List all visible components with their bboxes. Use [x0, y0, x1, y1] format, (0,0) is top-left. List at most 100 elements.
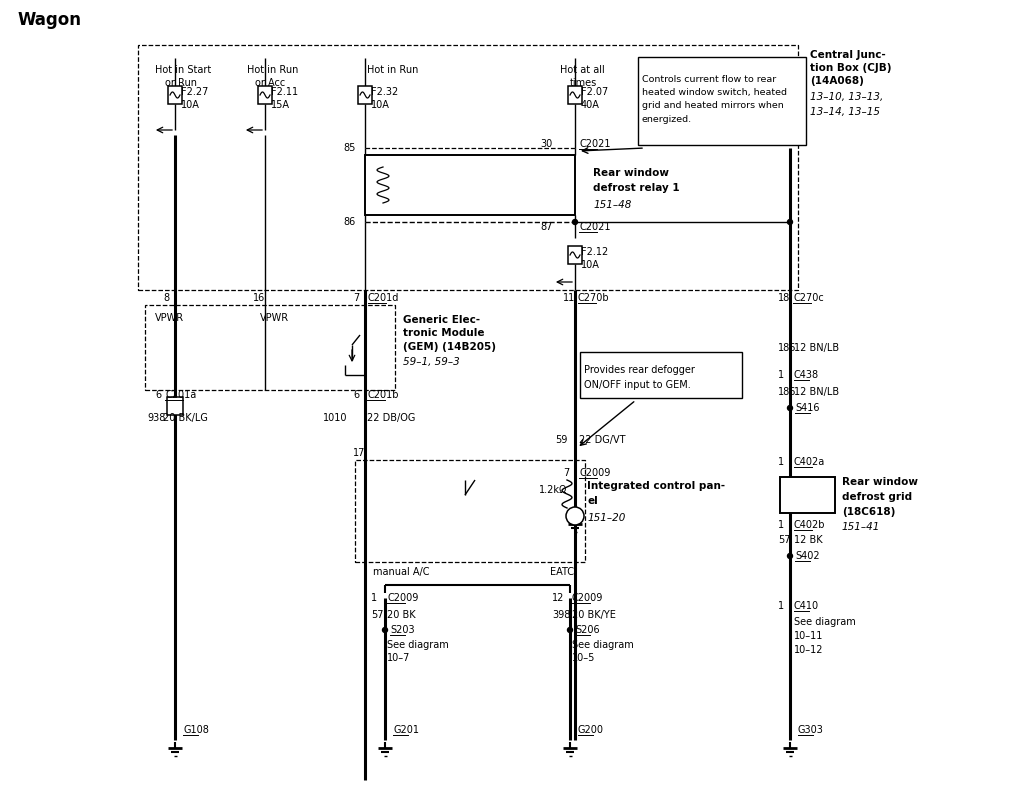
- Text: S416: S416: [795, 403, 819, 413]
- Bar: [258, 86, 272, 104]
- Text: C402b: C402b: [794, 520, 825, 530]
- Text: 10A: 10A: [181, 100, 200, 110]
- Circle shape: [572, 220, 578, 224]
- Text: 10–5: 10–5: [572, 653, 595, 663]
- Circle shape: [787, 220, 793, 224]
- Text: Rear window: Rear window: [593, 168, 669, 178]
- Text: 1010: 1010: [323, 413, 347, 423]
- Text: 7: 7: [563, 468, 569, 478]
- Text: VPWR: VPWR: [260, 313, 289, 323]
- Text: VPWR: VPWR: [155, 313, 184, 323]
- Text: 59: 59: [555, 435, 567, 445]
- Circle shape: [566, 507, 584, 525]
- Text: 7: 7: [353, 293, 359, 303]
- Text: Central Junc-: Central Junc-: [810, 50, 886, 60]
- Text: 17: 17: [353, 448, 366, 458]
- Text: C2009: C2009: [572, 593, 603, 603]
- Text: G201: G201: [393, 725, 419, 735]
- Text: grid and heated mirrors when: grid and heated mirrors when: [642, 101, 783, 111]
- Text: 10–12: 10–12: [794, 645, 823, 655]
- Text: tronic Module: tronic Module: [403, 328, 484, 338]
- Text: 398: 398: [552, 610, 570, 620]
- Text: (18C618): (18C618): [842, 507, 895, 517]
- Bar: [638, 57, 806, 145]
- Text: S203: S203: [390, 625, 415, 635]
- Text: 57: 57: [371, 610, 384, 620]
- Circle shape: [787, 554, 793, 559]
- Text: 20 BK: 20 BK: [387, 610, 416, 620]
- Text: Hot in Run: Hot in Run: [247, 65, 298, 75]
- Text: 1.2kΩ: 1.2kΩ: [539, 485, 567, 495]
- Text: G303: G303: [798, 725, 824, 735]
- Text: G200: G200: [578, 725, 604, 735]
- Text: 22 DG/VT: 22 DG/VT: [579, 435, 626, 445]
- Bar: [568, 86, 582, 104]
- Text: 6: 6: [155, 390, 161, 400]
- Text: 12 BN/LB: 12 BN/LB: [794, 343, 839, 353]
- Text: C201a: C201a: [165, 390, 197, 400]
- Text: 10A: 10A: [371, 100, 390, 110]
- Text: times: times: [570, 78, 597, 88]
- Text: 10A: 10A: [581, 260, 600, 270]
- Text: C270b: C270b: [578, 293, 609, 303]
- Text: C402a: C402a: [794, 457, 825, 467]
- Bar: [358, 86, 372, 104]
- Text: Integrated control pan-: Integrated control pan-: [587, 481, 725, 491]
- Text: C201b: C201b: [367, 390, 398, 400]
- Text: C201d: C201d: [368, 293, 399, 303]
- Text: ON/OFF input to GEM.: ON/OFF input to GEM.: [584, 380, 691, 390]
- Text: 20 BK/LG: 20 BK/LG: [163, 413, 208, 423]
- Text: defrost relay 1: defrost relay 1: [593, 183, 680, 193]
- Text: or Run: or Run: [165, 78, 197, 88]
- Text: C270c: C270c: [793, 293, 823, 303]
- Text: 1: 1: [778, 601, 784, 611]
- Text: 151–20: 151–20: [587, 513, 626, 523]
- Circle shape: [787, 405, 793, 411]
- Text: Rear window: Rear window: [842, 477, 918, 487]
- Text: manual A/C: manual A/C: [373, 567, 429, 577]
- Text: C2009: C2009: [579, 468, 610, 478]
- Text: 86: 86: [343, 217, 355, 227]
- Text: C410: C410: [794, 601, 819, 611]
- Text: 30: 30: [540, 139, 552, 149]
- Text: 6: 6: [353, 390, 359, 400]
- Text: energized.: energized.: [642, 115, 692, 123]
- Text: S402: S402: [795, 551, 819, 561]
- Text: S206: S206: [575, 625, 600, 635]
- Circle shape: [567, 627, 572, 633]
- Text: C2021: C2021: [579, 222, 610, 232]
- Text: Wagon: Wagon: [18, 11, 82, 29]
- Bar: [168, 86, 182, 104]
- Text: 12 BN/LB: 12 BN/LB: [794, 387, 839, 397]
- Text: See diagram: See diagram: [794, 617, 856, 627]
- Text: See diagram: See diagram: [572, 640, 634, 650]
- Text: 12 BK: 12 BK: [794, 535, 822, 545]
- Text: 20 BK/YE: 20 BK/YE: [572, 610, 615, 620]
- Text: 10–11: 10–11: [794, 631, 823, 641]
- Text: 186: 186: [778, 387, 797, 397]
- Text: 186: 186: [778, 343, 797, 353]
- Bar: [580, 352, 742, 398]
- Text: F2.11: F2.11: [271, 87, 298, 97]
- Text: Generic Elec-: Generic Elec-: [403, 315, 480, 325]
- Text: 57: 57: [778, 535, 791, 545]
- Bar: [568, 246, 582, 264]
- Text: 13–10, 13–13,: 13–10, 13–13,: [810, 92, 884, 102]
- Text: (14A068): (14A068): [810, 76, 864, 86]
- Bar: [145, 305, 395, 390]
- Text: 1: 1: [371, 593, 377, 603]
- Text: 11: 11: [563, 293, 575, 303]
- Text: (GEM) (14B205): (GEM) (14B205): [403, 342, 496, 352]
- Text: C2009: C2009: [387, 593, 419, 603]
- Text: Hot in Start: Hot in Start: [155, 65, 211, 75]
- Bar: [365, 155, 575, 215]
- Circle shape: [383, 627, 387, 633]
- Text: 85: 85: [343, 143, 355, 153]
- Text: G108: G108: [183, 725, 209, 735]
- Bar: [138, 45, 798, 290]
- Text: F2.12: F2.12: [581, 247, 608, 257]
- Text: 13–14, 13–15: 13–14, 13–15: [810, 107, 880, 117]
- Text: C438: C438: [794, 370, 819, 380]
- Text: 16: 16: [253, 293, 265, 303]
- Text: 87: 87: [540, 222, 552, 232]
